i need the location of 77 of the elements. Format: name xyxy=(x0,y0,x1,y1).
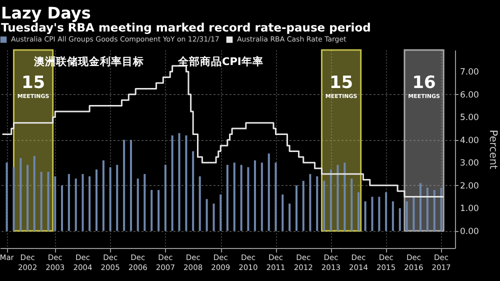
bar xyxy=(26,164,29,231)
bar xyxy=(88,176,91,231)
bar xyxy=(68,174,70,231)
bar xyxy=(102,160,104,231)
bar xyxy=(123,140,126,231)
bar xyxy=(226,164,228,231)
bar xyxy=(233,162,236,231)
bar xyxy=(158,190,160,231)
bar xyxy=(371,196,374,231)
bar xyxy=(6,162,8,231)
bar xyxy=(74,178,77,231)
y-tick-label: 4.00 xyxy=(460,136,479,146)
bar xyxy=(240,164,242,231)
bar xyxy=(316,176,318,231)
bar xyxy=(164,164,166,231)
chart-subtitle: Tuesday's RBA meeting marked record rate-pause period xyxy=(1,20,371,34)
bar xyxy=(330,169,332,231)
bar xyxy=(268,154,270,231)
y-tick-label: 6.00 xyxy=(460,90,479,100)
bar xyxy=(185,135,188,231)
annotation: 澳洲联储现金利率目标 xyxy=(33,55,144,68)
bar xyxy=(378,196,380,231)
y-tick-label: 7.00 xyxy=(460,68,479,78)
y-tick-label: 0.00 xyxy=(460,226,479,237)
bar xyxy=(274,162,277,231)
bar xyxy=(406,201,408,231)
bar xyxy=(398,208,401,231)
bar xyxy=(54,176,56,231)
y-tick-label: 1.00 xyxy=(460,204,479,214)
bar xyxy=(247,167,250,231)
bar xyxy=(350,178,353,231)
bar xyxy=(171,135,174,231)
bar xyxy=(282,194,284,231)
bar xyxy=(426,188,428,231)
bar xyxy=(192,151,194,231)
bar xyxy=(20,158,22,231)
bar xyxy=(116,164,118,231)
bar xyxy=(12,167,15,231)
bar xyxy=(150,190,153,231)
bar xyxy=(344,162,346,231)
bar xyxy=(47,172,50,231)
bar xyxy=(260,162,263,231)
bar xyxy=(309,174,312,231)
chart-title: Lazy Days xyxy=(1,4,91,22)
y-tick-label: 5.00 xyxy=(460,113,479,124)
bar xyxy=(60,185,63,231)
bar xyxy=(212,204,215,231)
bar xyxy=(412,196,415,231)
bar xyxy=(254,160,256,231)
bar xyxy=(392,201,394,231)
bar xyxy=(296,185,298,231)
annotation: 全部商品CPI年率 xyxy=(177,55,264,68)
bar xyxy=(136,178,139,231)
y-axis-title: Percent xyxy=(487,130,499,170)
bar xyxy=(288,204,291,231)
bar xyxy=(33,156,36,231)
bar xyxy=(178,133,180,231)
bar xyxy=(82,174,84,231)
bar xyxy=(95,169,98,231)
bar xyxy=(206,199,208,231)
bar xyxy=(130,140,132,231)
bar xyxy=(440,188,442,231)
bar xyxy=(40,172,42,231)
bar xyxy=(144,174,146,231)
y-tick-label: 3.00 xyxy=(460,158,479,169)
bar xyxy=(364,201,366,231)
bar xyxy=(358,192,360,231)
bar xyxy=(336,164,339,231)
bar xyxy=(419,183,422,231)
bar xyxy=(433,190,436,231)
bar xyxy=(220,194,222,231)
bar xyxy=(302,180,304,231)
bar xyxy=(109,167,112,231)
bar xyxy=(323,180,326,231)
bar xyxy=(385,192,388,231)
bar xyxy=(198,176,201,231)
y-tick-label: 2.00 xyxy=(460,181,479,192)
